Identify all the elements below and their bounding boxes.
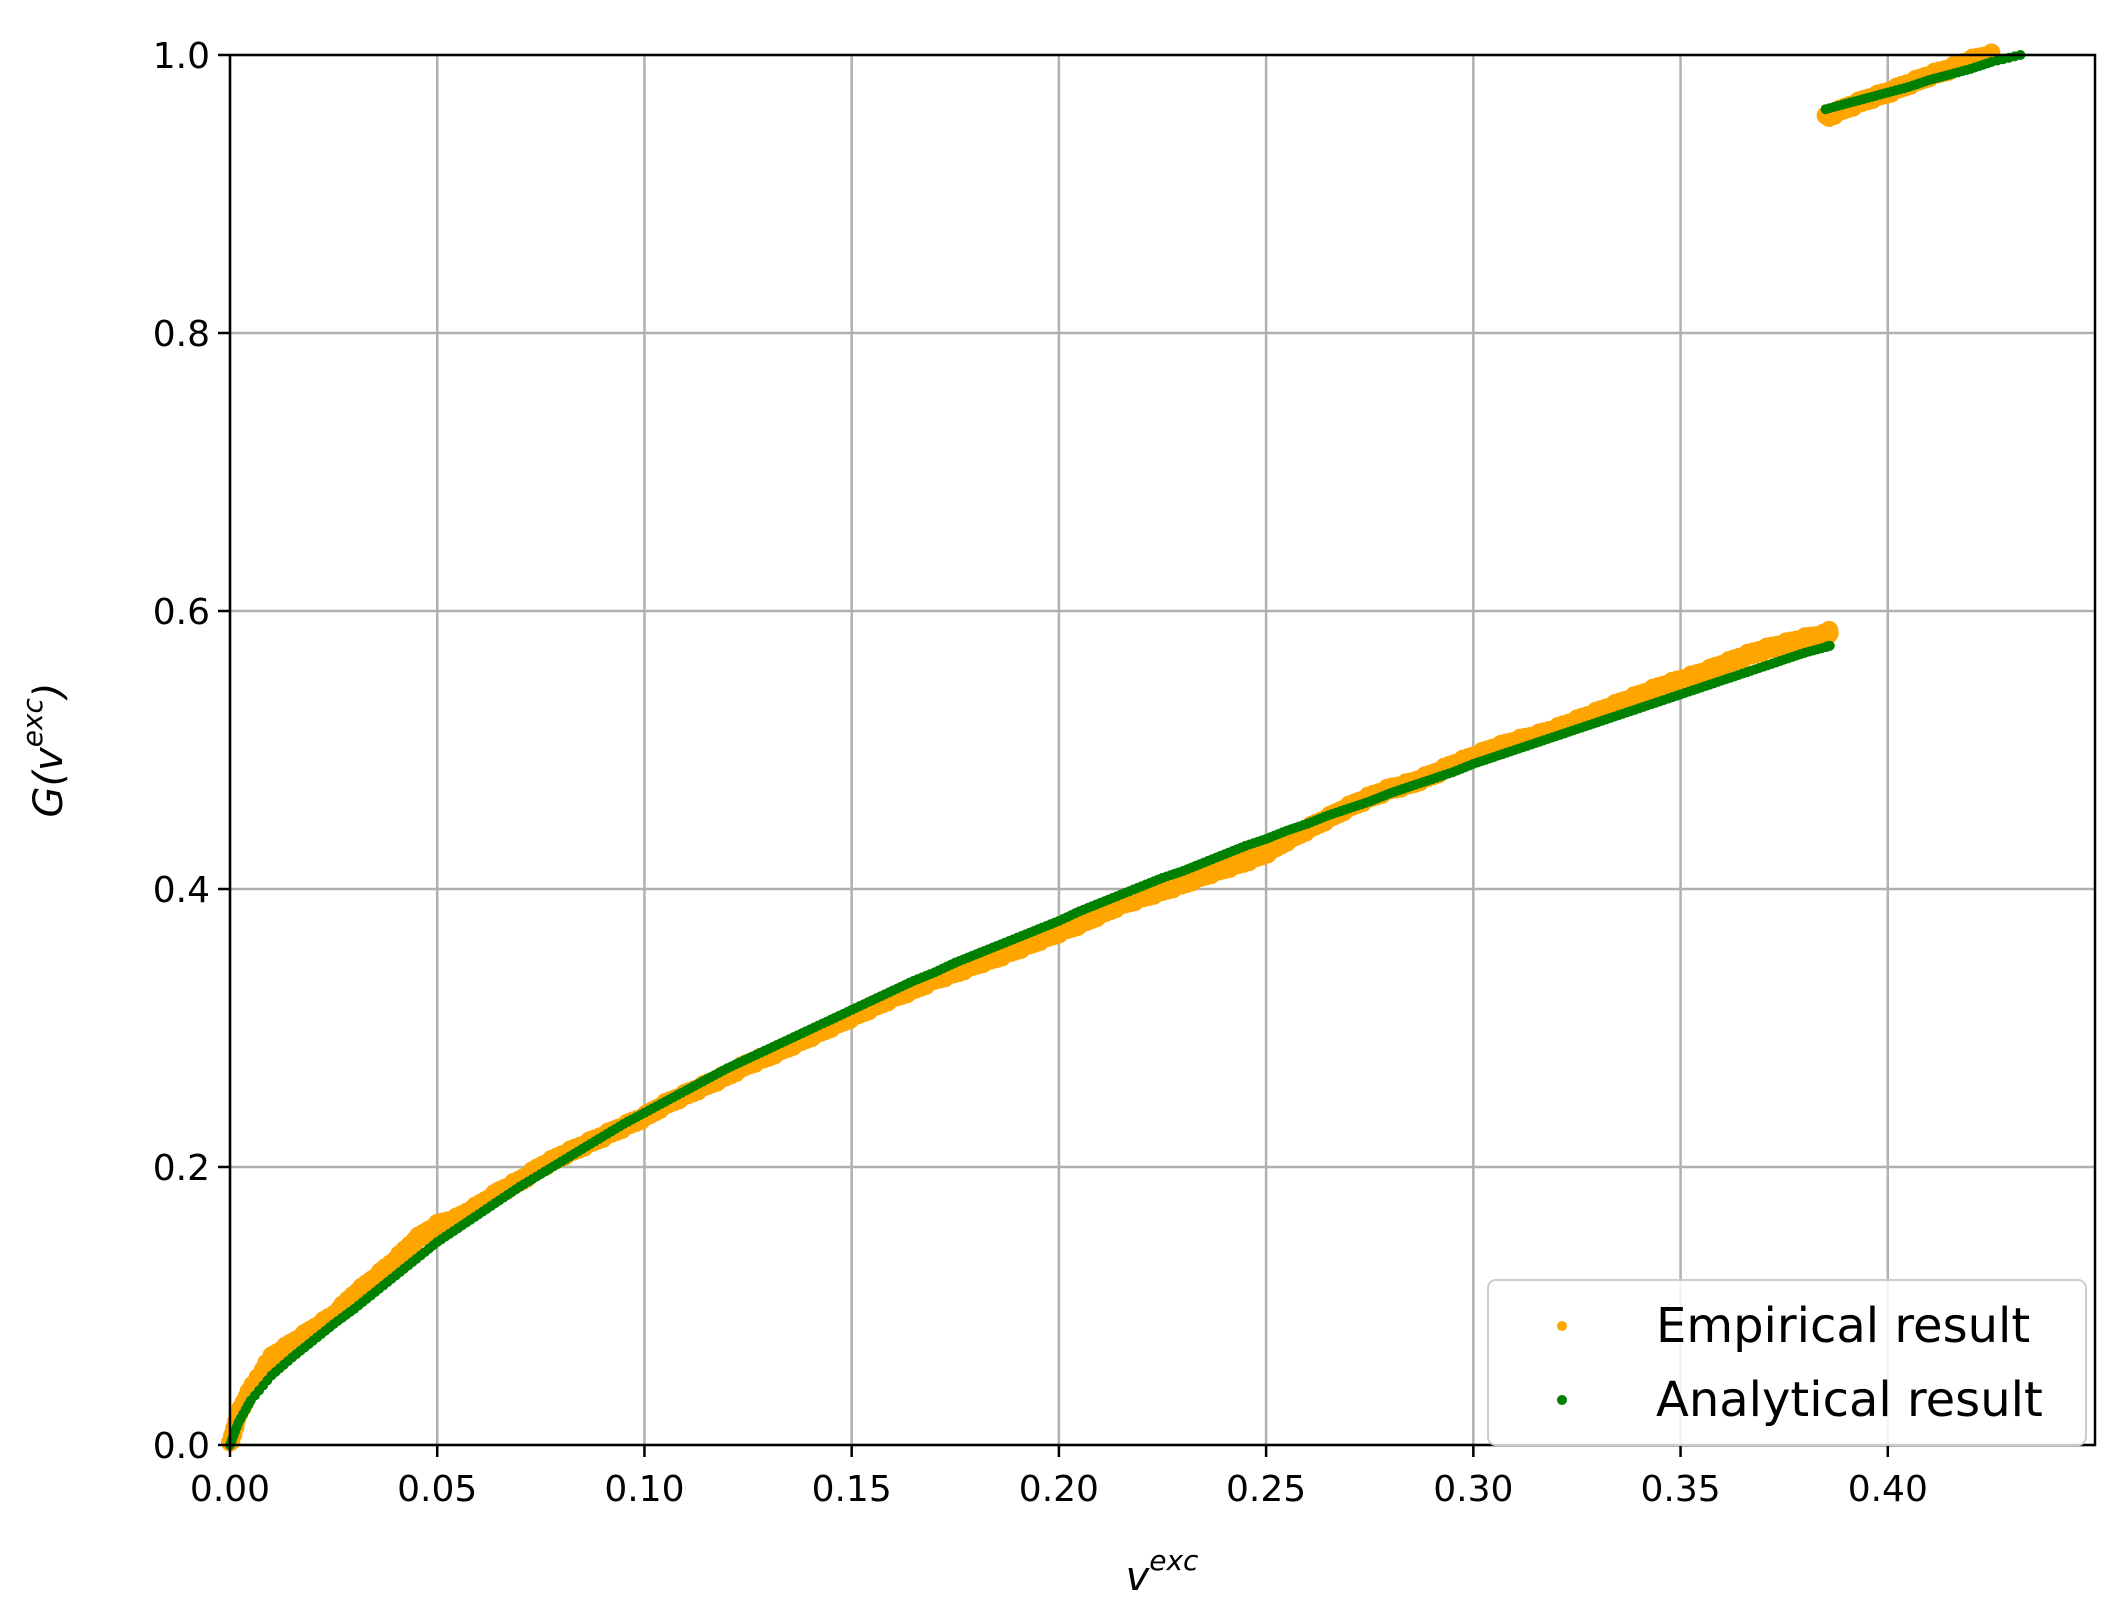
x-tick-label: 0.25: [1226, 1469, 1306, 1510]
x-tick-label: 0.30: [1433, 1469, 1513, 1510]
y-axis-label: G(vexc): [16, 682, 72, 817]
plot-frame: [228, 53, 2097, 1447]
x-tick-label: 0.15: [812, 1469, 892, 1510]
x-tick-label: 0.00: [190, 1469, 270, 1510]
series-analytical: [225, 50, 2026, 1450]
legend-marker-analytical: [1557, 1395, 1567, 1405]
x-axis-label: vexc: [1126, 1544, 1199, 1600]
y-tick-label: 0.2: [153, 1148, 210, 1189]
legend: Empirical result Analytical result: [1487, 1279, 2087, 1446]
x-axis-ticks: 0.00 0.05 0.10 0.15 0.20 0.25 0.30 0.35 0.40: [190, 1445, 1928, 1510]
plot-background: [230, 55, 2095, 1445]
analytical-point: [1824, 640, 1835, 651]
legend-marker-empirical: [1557, 1321, 1567, 1331]
legend-box: [1487, 1279, 2087, 1446]
legend-label-analytical: Analytical result: [1656, 1372, 2043, 1428]
y-tick-label: 1.0: [153, 36, 210, 77]
y-tick-label: 0.8: [153, 314, 210, 355]
y-tick-label: 0.0: [153, 1426, 210, 1467]
y-tick-label: 0.6: [153, 592, 210, 633]
x-tick-label: 0.35: [1640, 1469, 1720, 1510]
empirical-point: [1820, 624, 1839, 643]
x-tick-label: 0.40: [1848, 1469, 1928, 1510]
x-tick-label: 0.20: [1019, 1469, 1099, 1510]
x-axis-label-superscript: exc: [1149, 1544, 1199, 1577]
x-tick-label: 0.10: [604, 1469, 684, 1510]
data-series: [221, 43, 2026, 1452]
legend-label-empirical: Empirical result: [1656, 1298, 2030, 1354]
y-axis-ticks: 0.0 0.2 0.4 0.6 0.8 1.0: [153, 36, 230, 1467]
y-tick-label: 0.4: [153, 870, 210, 911]
x-tick-label: 0.05: [397, 1469, 477, 1510]
y-axis-label-superscript: exc: [16, 697, 49, 747]
